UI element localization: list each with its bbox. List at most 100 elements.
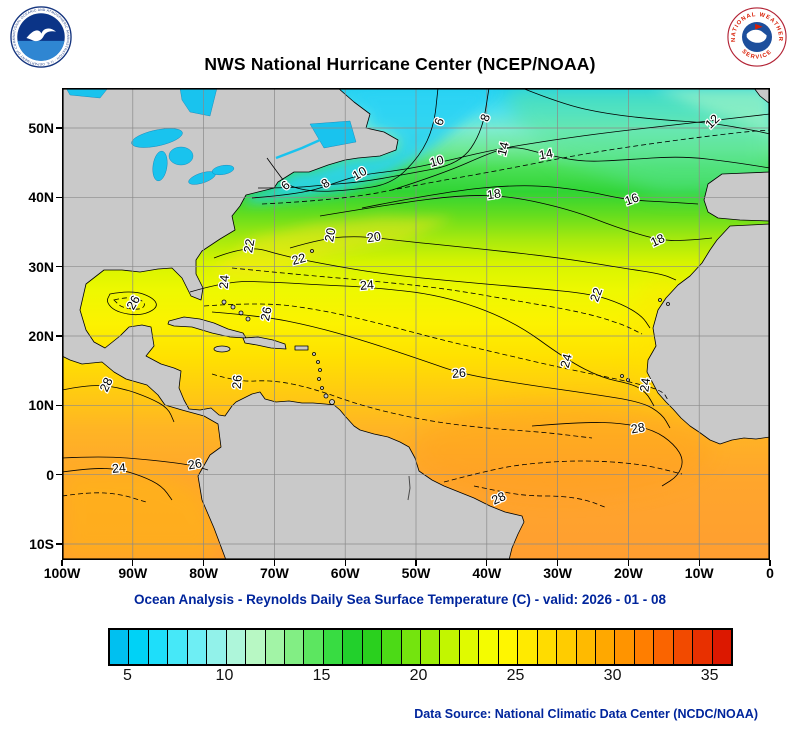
x-tick-mark [61,560,63,566]
colorbar-tick-label: 20 [409,667,428,684]
small-island [323,393,329,399]
colorbar-cell [129,630,149,664]
colorbar-tick-label: 15 [312,667,331,684]
x-tick-label: 10W [684,565,714,581]
colorbar-cell [265,630,285,664]
y-tick-label: 10N [28,397,54,414]
contour-label: 24 [637,377,653,393]
hudson-bay [65,88,109,99]
y-tick-mark [56,404,62,406]
colorbar-cell [557,630,577,664]
colorbar-cell [323,630,344,664]
sst-map: 6 8 12 14 14 6 8 10 10 18 16 18 20 20 22 22 24 24 22 26 26 26… [62,88,770,560]
contour-label: 24 [217,274,232,289]
small-island [666,302,670,306]
x-tick-mark [557,560,559,566]
small-island [310,249,314,253]
contour-label: 10 [428,153,445,170]
y-tick-mark [56,474,62,476]
colorbar-cell [693,630,713,664]
contour-label: 14 [495,140,512,157]
y-tick-label: 30N [28,258,54,275]
small-island [312,352,316,356]
y-tick-mark [56,335,62,337]
small-island [245,316,251,322]
nws-flag-icon [755,23,763,30]
x-tick-mark [627,560,629,566]
colorbar-tick-label: 30 [603,667,622,684]
colorbar-cell [168,630,188,664]
colorbar-cell [537,630,558,664]
land-masses [62,88,770,560]
small-island [658,298,662,302]
y-tick-mark [56,127,62,129]
contour-label: 26 [258,306,275,323]
y-tick-mark [56,196,62,198]
colorbar-cell [382,630,402,664]
x-tick-mark [273,560,275,566]
contour-label: 26 [187,456,203,472]
y-tick-label: 50N [28,120,54,136]
contour-label: 24 [111,461,126,476]
colorbar-cell [284,630,305,664]
x-tick-label: 50W [401,565,431,581]
contour-label: 18 [486,186,502,202]
colorbar-tick-label: 25 [506,667,525,684]
colorbar-cell [673,630,694,664]
contour-label: 24 [359,278,374,293]
contour-label: 14 [538,146,554,162]
james-bay [179,88,218,117]
contour-label: 20 [366,229,382,245]
puerto-rico-island [294,345,309,351]
colorbar-cell [576,630,596,664]
colorbar-cell [615,630,635,664]
nws-map-icon [746,29,767,43]
map-caption: Ocean Analysis - Reynolds Daily Sea Surf… [134,592,666,607]
colorbar-cell [226,630,247,664]
colorbar-tick-label: 10 [215,667,234,684]
st-lawrence-river [275,138,321,160]
jamaica-island [213,345,231,353]
colorbar-tick-label: 35 [700,667,719,684]
contour-label: 20 [322,227,338,243]
x-tick-label: 70W [259,565,289,581]
great-lake [131,128,183,148]
y-tick-label: 40N [28,189,54,206]
colorbar-cell [654,630,674,664]
colorbar-cell [712,630,731,664]
colorbar-cell [595,630,616,664]
y-tick-mark [56,543,62,545]
small-island [329,399,335,405]
small-island [316,360,320,364]
colorbar-cell [421,630,441,664]
colorbar-cell [207,630,227,664]
noaa-logo-sea [17,40,65,61]
data-source: Data Source: National Climatic Data Cent… [414,707,758,721]
x-tick-label: 20W [613,565,643,581]
noaa-logo: NATIONAL OCEANIC AND ATMOSPHERIC ADMINIS… [10,6,72,68]
contour-label: 24 [558,352,575,369]
x-tick-label: 80W [189,565,218,581]
iberia-landmass [703,171,770,222]
colorbar [108,628,733,666]
amazon-river [407,475,411,501]
x-tick-mark [415,560,417,566]
small-island [230,304,236,310]
small-island [317,377,321,381]
small-island [626,378,630,382]
colorbar-cell [498,630,519,664]
x-tick-label: 100W [43,565,81,581]
grid-lines [62,88,770,560]
contour-label: 22 [241,238,257,254]
colorbar-cell [246,630,266,664]
x-tick-mark [132,560,134,566]
nws-logo: NATIONAL WEATHER SERVICE [727,7,787,67]
contour-label: 16 [623,190,641,208]
page-title: NWS National Hurricane Center (NCEP/NOAA… [204,54,596,74]
x-tick-mark [698,560,700,566]
small-island [620,374,624,378]
x-tick-mark [486,560,488,566]
y-tick-label: 20N [28,327,54,344]
